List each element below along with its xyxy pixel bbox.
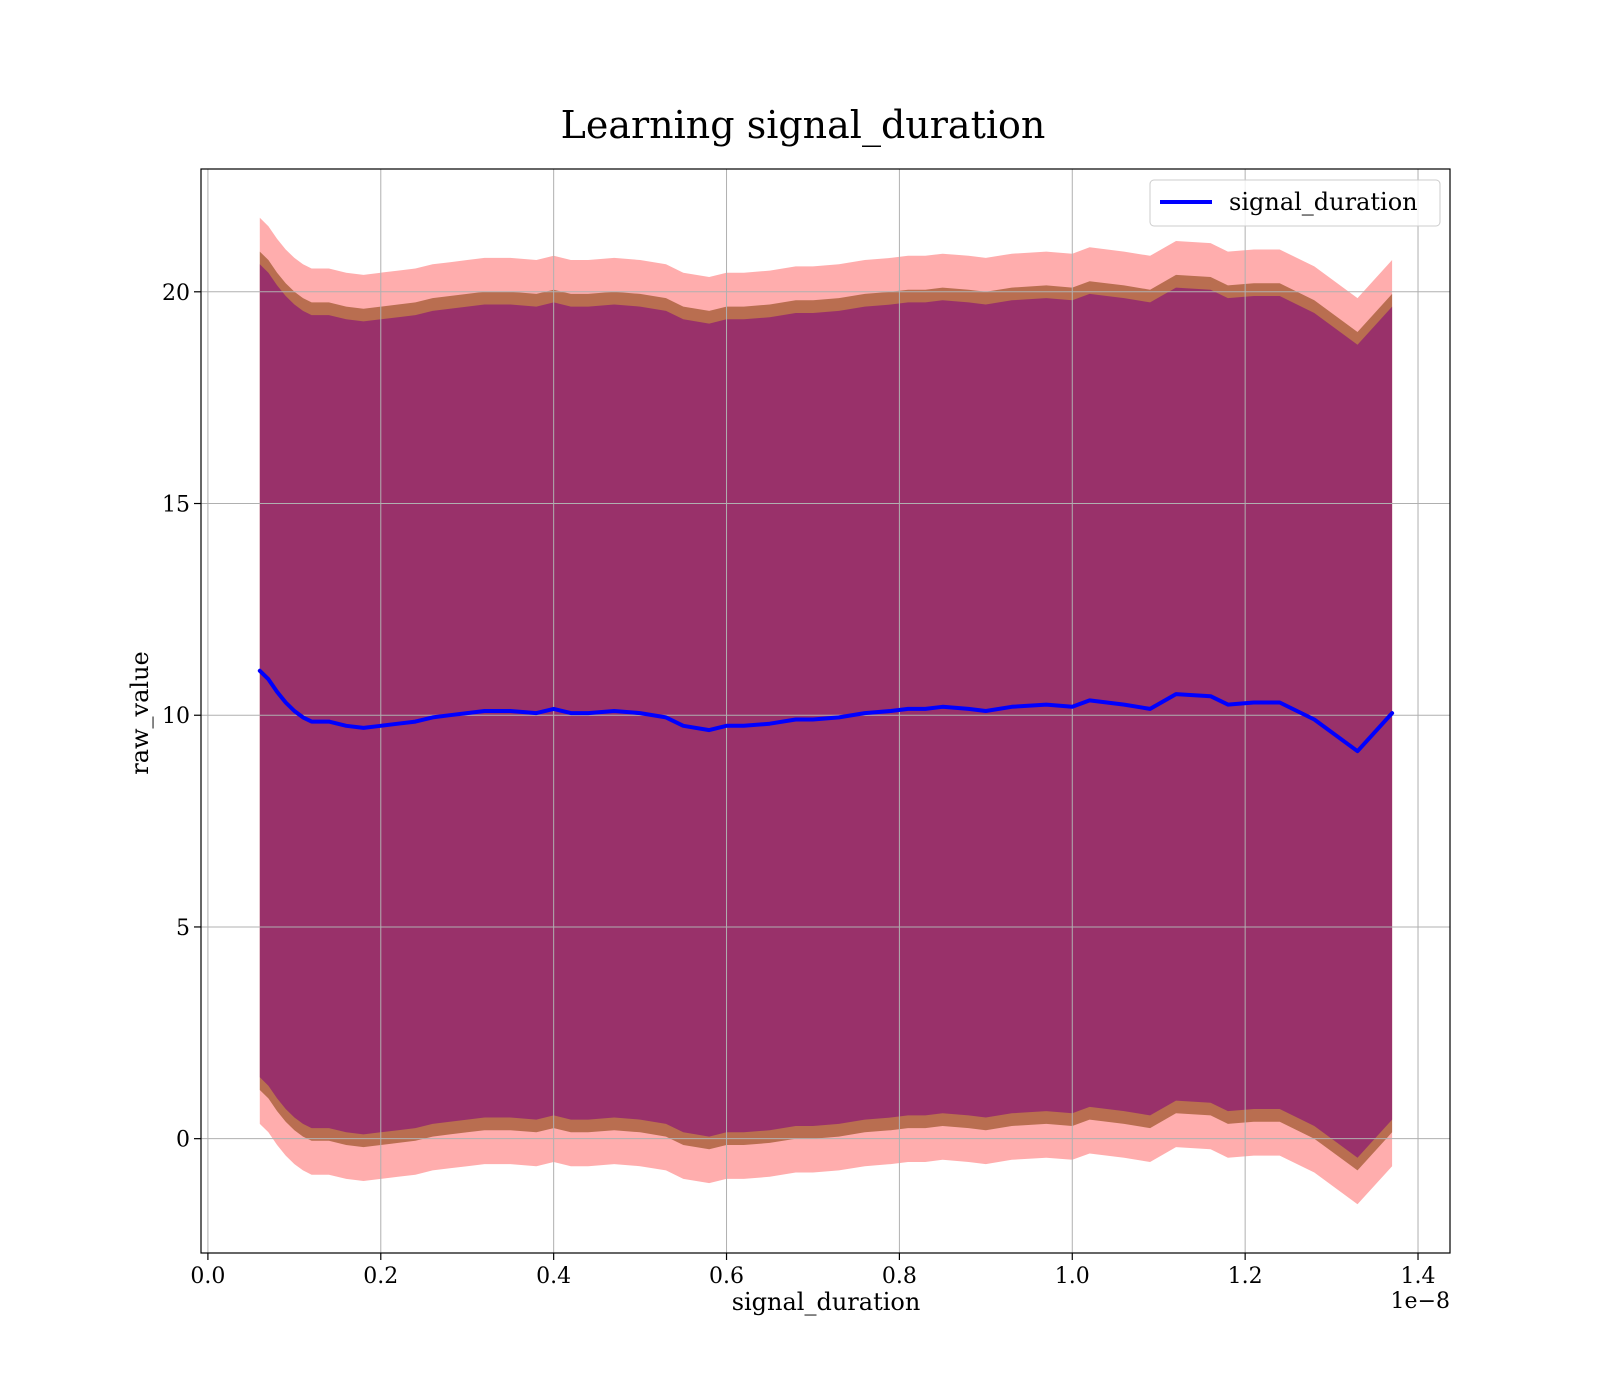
x-tick-label: 1.2: [1228, 1264, 1263, 1289]
legend-box: [1149, 179, 1441, 227]
legend: signal_duration: [1149, 179, 1441, 227]
y-tick-label: 15: [162, 493, 190, 518]
y-tick-label: 10: [162, 704, 190, 729]
series-lines: [257, 668, 1395, 754]
x-tick-label: 1.0: [1055, 1264, 1090, 1289]
x-tick-label: 1.4: [1401, 1264, 1436, 1289]
y-tick-label: 5: [176, 916, 190, 941]
chart-title: Learning signal_duration: [561, 103, 1046, 148]
y-tick-label: 20: [162, 281, 190, 306]
x-tick-label: 0.6: [709, 1264, 744, 1289]
x-axis-offset-label: 1e−8: [1391, 1289, 1450, 1314]
y-tick-label: 0: [176, 1128, 190, 1153]
x-tick-label: 0.0: [190, 1264, 225, 1289]
x-axis-ticks: 0.0 0.2 0.4 0.6 0.8 1.0 1.2 1.4: [190, 1253, 1436, 1289]
band-core_band: [259, 264, 1393, 1158]
x-axis-label: signal_duration: [732, 1288, 921, 1316]
series-line-signal_duration: [257, 668, 1395, 754]
y-axis-label: raw_value: [126, 651, 154, 775]
x-tick-label: 0.2: [363, 1264, 398, 1289]
gridlines: [201, 169, 1450, 1253]
x-tick-label: 0.4: [536, 1264, 571, 1289]
plot-area-frame: [200, 168, 1451, 1254]
legend-label: signal_duration: [1229, 188, 1418, 216]
x-tick-label: 0.8: [882, 1264, 917, 1289]
confidence-bands: [259, 217, 1393, 1205]
y-axis-ticks: 0 5 10 15 20: [162, 281, 201, 1153]
